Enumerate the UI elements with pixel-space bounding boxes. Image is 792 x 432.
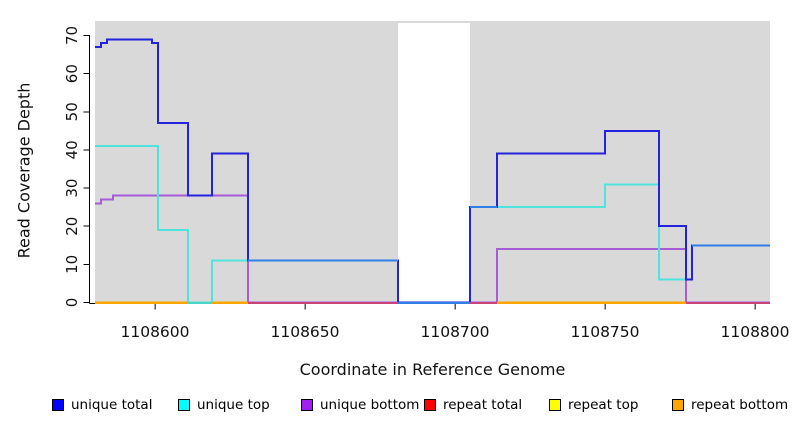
x-tick-label: 1108650 [270,323,339,341]
y-tick-label: 40 [63,140,81,159]
masked-region [398,23,470,302]
y-tick-label: 20 [63,217,81,236]
y-tick-label: 10 [63,255,81,274]
y-tick-label: 0 [63,298,81,308]
y-tick-label: 70 [63,26,81,45]
x-tick-label: 1108600 [120,323,189,341]
y-tick-label: 50 [63,102,81,121]
x-tick-label: 1108750 [570,323,639,341]
y-tick-label: 30 [63,179,81,198]
y-tick-label: 60 [63,64,81,83]
x-axis-title: Coordinate in Reference Genome [299,360,566,379]
x-tick-label: 1108800 [720,323,789,341]
y-axis-title: Read Coverage Depth [14,82,34,259]
x-tick-label: 1108700 [420,323,489,341]
